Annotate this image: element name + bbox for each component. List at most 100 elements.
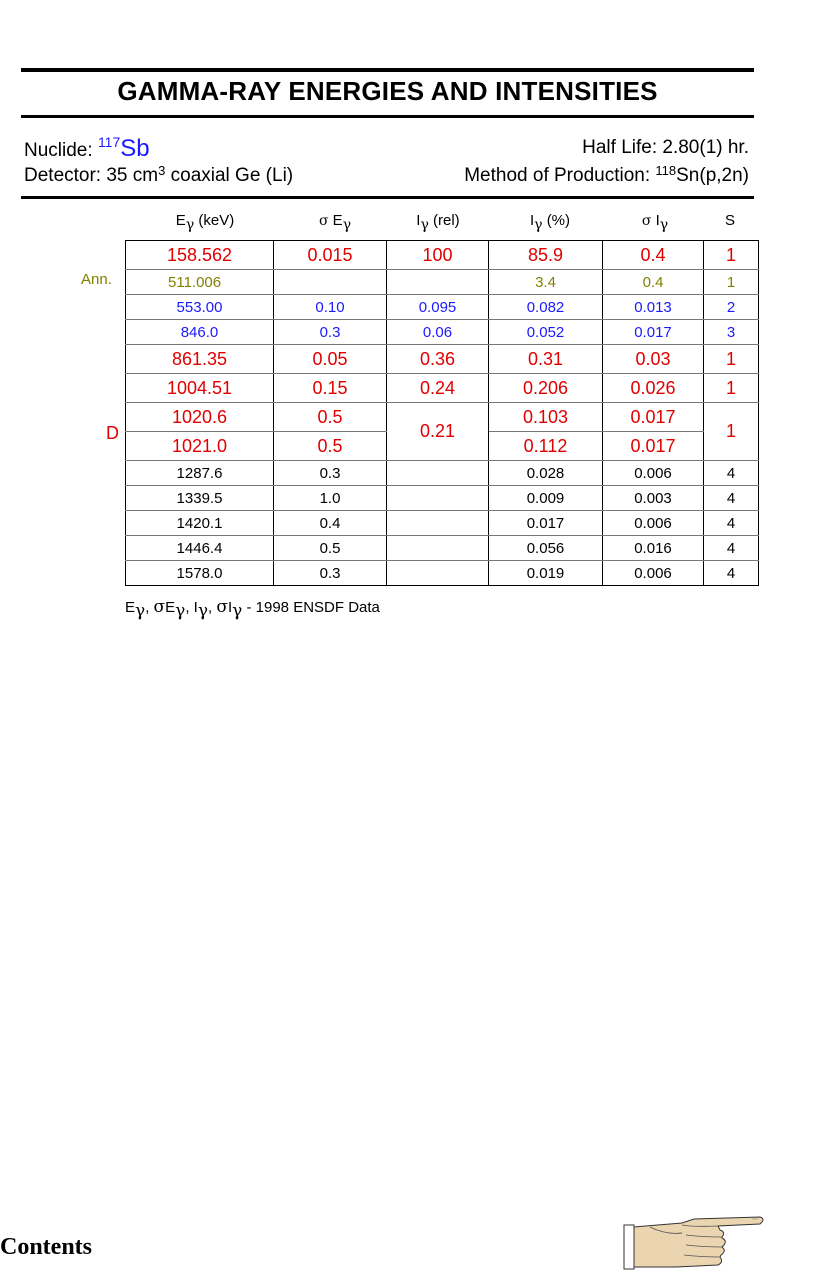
intensity-rel-cell xyxy=(386,535,489,561)
table-row: 1021.0 0.5 0.112 0.017 xyxy=(125,431,759,461)
energy-cell: 1004.51 xyxy=(125,373,274,403)
table-row: 1020.6 0.5 0.21 0.103 0.017 1 xyxy=(125,402,759,461)
table-row: 1420.1 0.4 0.017 0.006 4 xyxy=(125,510,759,536)
sigma-energy-cell: 0.5 xyxy=(273,431,387,461)
table-row: 511.006 3.4 0.4 1 xyxy=(125,269,759,295)
intensity-pct-cell: 0.206 xyxy=(488,373,603,403)
production-method: Method of Production: 118Sn(p,2n) xyxy=(464,163,749,186)
intensity-pct-cell: 0.052 xyxy=(488,319,603,345)
header-rule xyxy=(21,196,754,199)
sigma-energy-cell: 0.015 xyxy=(273,240,387,270)
intensity-pct-cell: 0.017 xyxy=(488,510,603,536)
s-cell: 1 xyxy=(703,344,759,374)
intensity-pct-cell: 3.4 xyxy=(488,269,603,295)
sigma-intensity-cell: 0.013 xyxy=(602,294,704,320)
table-row: 846.0 0.3 0.06 0.052 0.017 3 xyxy=(125,319,759,345)
contents-link[interactable]: Contents xyxy=(0,1234,93,1260)
intensity-pct-cell: 0.082 xyxy=(488,294,603,320)
energy-cell: 1021.0 xyxy=(125,431,274,461)
s-cell: 4 xyxy=(703,485,759,511)
sigma-intensity-cell: 0.006 xyxy=(602,460,704,486)
energy-cell: 1287.6 xyxy=(125,460,274,486)
intensity-rel-cell xyxy=(386,485,489,511)
col-header-intensity-rel: Iγ (rel) xyxy=(416,212,460,233)
col-header-s: S xyxy=(724,212,735,229)
sigma-intensity-cell: 0.003 xyxy=(602,485,704,511)
sigma-intensity-cell: 0.4 xyxy=(602,269,704,295)
sigma-intensity-cell: 0.006 xyxy=(602,510,704,536)
col-header-sigma-intensity: σ Iγ xyxy=(641,212,669,233)
data-source-note: Eγ, σEγ, Iγ, σIγ - 1998 ENSDF Data xyxy=(125,597,380,621)
half-life: Half Life: 2.80(1) hr. xyxy=(582,137,749,158)
energy-cell: 861.35 xyxy=(125,344,274,374)
intensity-rel-cell xyxy=(386,510,489,536)
intensity-pct-cell: 0.028 xyxy=(488,460,603,486)
table-row: 1004.51 0.15 0.24 0.206 0.026 1 xyxy=(125,373,759,403)
sigma-intensity-cell: 0.017 xyxy=(602,319,704,345)
page-title: GAMMA-RAY ENERGIES AND INTENSITIES xyxy=(117,76,658,106)
intensity-pct-cell: 0.103 xyxy=(488,402,603,432)
energy-cell: 1020.6 xyxy=(125,402,274,432)
s-cell: 1 xyxy=(703,402,759,461)
sigma-energy-cell: 0.10 xyxy=(273,294,387,320)
sigma-energy-cell: 0.5 xyxy=(273,402,387,432)
s-cell: 4 xyxy=(703,560,759,586)
energy-cell: 1578.0 xyxy=(125,560,274,586)
s-cell: 2 xyxy=(703,294,759,320)
intensity-rel-cell: 100 xyxy=(386,240,489,270)
sigma-energy-cell: 0.3 xyxy=(273,460,387,486)
intensity-rel-cell: 0.24 xyxy=(386,373,489,403)
table-row: 553.00 0.10 0.095 0.082 0.013 2 xyxy=(125,294,759,320)
table-row: 158.562 0.015 100 85.9 0.4 1 xyxy=(125,240,759,270)
sigma-energy-cell xyxy=(273,269,387,295)
intensity-rel-cell: 0.06 xyxy=(386,319,489,345)
energy-cell: 1339.5 xyxy=(125,485,274,511)
table-row: 1287.6 0.3 0.028 0.006 4 xyxy=(125,460,759,486)
table-row: 1578.0 0.3 0.019 0.006 4 xyxy=(125,560,759,586)
table-row: 1339.5 1.0 0.009 0.003 4 xyxy=(125,485,759,511)
nuclide-symbol: Sb xyxy=(120,135,150,162)
nuclide-field: Nuclide: 117Sb xyxy=(24,134,150,162)
energy-cell: 553.00 xyxy=(125,294,274,320)
s-cell: 1 xyxy=(703,269,759,295)
energy-cell: 158.562 xyxy=(125,240,274,270)
sigma-energy-cell: 0.05 xyxy=(273,344,387,374)
gamma-ray-table: 158.562 0.015 100 85.9 0.4 1 511.006 3.4… xyxy=(125,240,759,586)
intensity-rel-cell xyxy=(386,269,489,295)
s-cell: 4 xyxy=(703,535,759,561)
sigma-intensity-cell: 0.017 xyxy=(602,431,704,461)
sigma-intensity-cell: 0.4 xyxy=(602,240,704,270)
detector-field: Detector: 35 cm3 coaxial Ge (Li) xyxy=(24,163,294,186)
energy-cell: 1446.4 xyxy=(125,535,274,561)
annihilation-label: Ann. xyxy=(81,271,112,288)
intensity-rel-cell: 0.095 xyxy=(386,294,489,320)
energy-cell: 511.006 xyxy=(125,269,274,295)
sigma-energy-cell: 1.0 xyxy=(273,485,387,511)
intensity-pct-cell: 0.009 xyxy=(488,485,603,511)
intensity-pct-cell: 0.056 xyxy=(488,535,603,561)
intensity-pct-cell: 0.019 xyxy=(488,560,603,586)
s-cell: 1 xyxy=(703,373,759,403)
s-cell: 1 xyxy=(703,240,759,270)
sigma-intensity-cell: 0.016 xyxy=(602,535,704,561)
doublet-label: D xyxy=(106,423,119,443)
top-rule xyxy=(21,68,754,72)
intensity-rel-cell: 0.36 xyxy=(386,344,489,374)
sigma-intensity-cell: 0.006 xyxy=(602,560,704,586)
intensity-rel-cell xyxy=(386,560,489,586)
sigma-intensity-cell: 0.017 xyxy=(602,402,704,432)
intensity-rel-cell: 0.21 xyxy=(386,402,489,461)
s-cell: 4 xyxy=(703,510,759,536)
sigma-energy-cell: 0.3 xyxy=(273,560,387,586)
col-header-intensity-pct: Iγ (%) xyxy=(529,212,571,233)
intensity-rel-cell xyxy=(386,460,489,486)
intensity-pct-cell: 0.31 xyxy=(488,344,603,374)
intensity-pct-cell: 0.112 xyxy=(488,431,603,461)
sigma-energy-cell: 0.3 xyxy=(273,319,387,345)
col-header-sigma-energy: σ Eγ xyxy=(318,212,352,233)
s-cell: 3 xyxy=(703,319,759,345)
s-cell: 4 xyxy=(703,460,759,486)
sigma-energy-cell: 0.4 xyxy=(273,510,387,536)
sigma-energy-cell: 0.15 xyxy=(273,373,387,403)
pointing-hand-icon[interactable] xyxy=(622,1213,767,1271)
